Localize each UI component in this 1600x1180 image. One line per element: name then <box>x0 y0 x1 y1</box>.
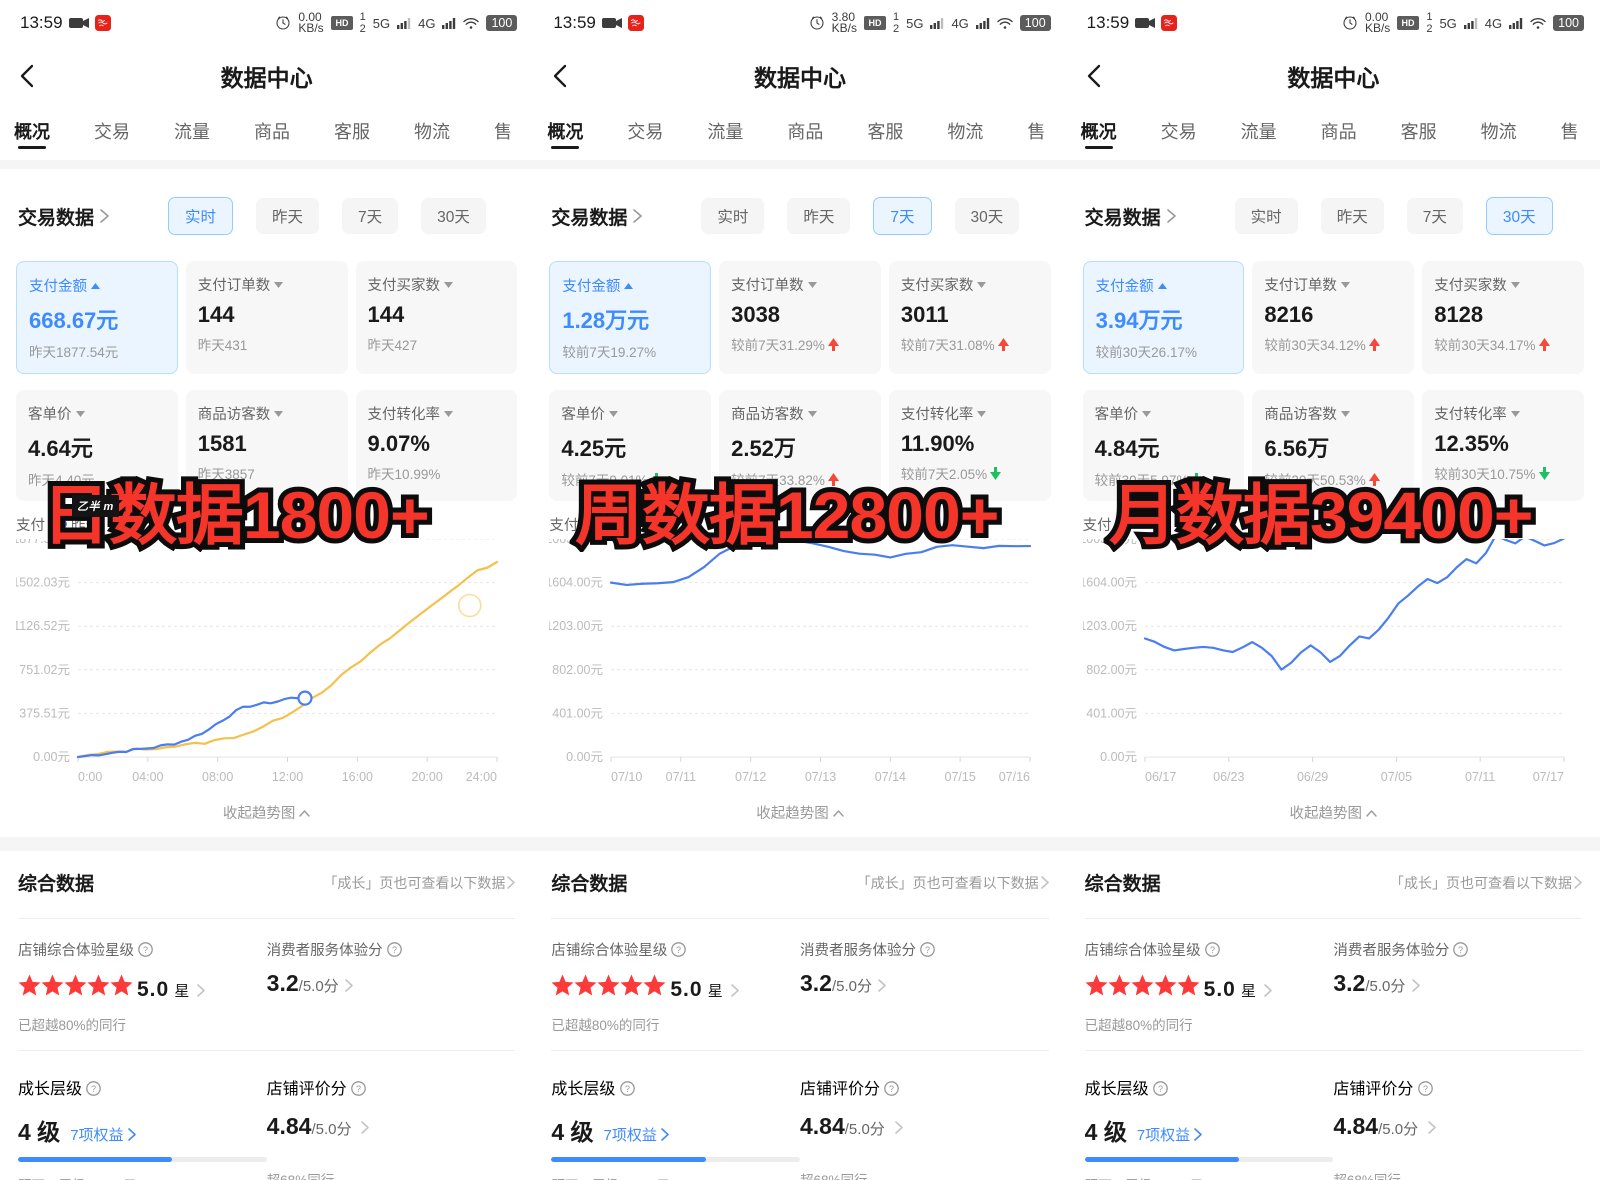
svg-text:375.51元: 375.51元 <box>19 706 70 720</box>
svg-text:1502.03元: 1502.03元 <box>16 576 70 590</box>
svg-text:07/05: 07/05 <box>1380 770 1411 784</box>
svg-text:20:00: 20:00 <box>412 770 443 784</box>
svg-text:08:00: 08:00 <box>202 770 233 784</box>
svg-text:?: ? <box>356 1084 361 1094</box>
svg-text:?: ? <box>625 1084 630 1094</box>
svg-text:?: ? <box>925 945 930 955</box>
svg-text:07/14: 07/14 <box>875 770 906 784</box>
svg-text:?: ? <box>1210 945 1215 955</box>
svg-text:07/11: 07/11 <box>666 770 696 784</box>
svg-text:802.00元: 802.00元 <box>553 663 604 677</box>
svg-text:06/17: 06/17 <box>1145 770 1176 784</box>
svg-text:?: ? <box>143 945 148 955</box>
svg-text:HD: HD <box>1402 18 1415 28</box>
svg-text:?: ? <box>1423 1084 1428 1094</box>
svg-text:07/12: 07/12 <box>735 770 766 784</box>
svg-text:401.00元: 401.00元 <box>553 706 604 720</box>
svg-text:?: ? <box>676 945 681 955</box>
svg-text:802.00元: 802.00元 <box>1086 663 1137 677</box>
svg-text:07/10: 07/10 <box>611 770 642 784</box>
svg-text:751.02元: 751.02元 <box>19 663 70 677</box>
svg-text:07/13: 07/13 <box>805 770 836 784</box>
svg-text:04:00: 04:00 <box>132 770 163 784</box>
svg-text:HD: HD <box>868 18 881 28</box>
svg-text:06/23: 06/23 <box>1213 770 1244 784</box>
svg-text:401.00元: 401.00元 <box>1086 706 1137 720</box>
svg-text:1203.00元: 1203.00元 <box>1083 619 1137 633</box>
svg-text:1604.00元: 1604.00元 <box>1083 576 1137 590</box>
svg-text:?: ? <box>889 1084 894 1094</box>
svg-text:1203.00元: 1203.00元 <box>549 619 603 633</box>
svg-text:07/11: 07/11 <box>1465 770 1495 784</box>
svg-text:1604.00元: 1604.00元 <box>549 576 603 590</box>
svg-text:16:00: 16:00 <box>342 770 373 784</box>
svg-text:0.00元: 0.00元 <box>33 750 70 764</box>
svg-text:1126.52元: 1126.52元 <box>16 619 70 633</box>
svg-text:0.00元: 0.00元 <box>1100 750 1137 764</box>
svg-text:?: ? <box>1458 945 1463 955</box>
svg-text:07/15: 07/15 <box>945 770 976 784</box>
svg-text:12:00: 12:00 <box>272 770 303 784</box>
svg-text:24:00: 24:00 <box>466 770 497 784</box>
svg-text:07/17: 07/17 <box>1532 770 1563 784</box>
svg-text:06/29: 06/29 <box>1297 770 1328 784</box>
svg-text:0.00元: 0.00元 <box>566 750 603 764</box>
svg-text:HD: HD <box>335 18 348 28</box>
svg-text:?: ? <box>91 1084 96 1094</box>
svg-text:0:00: 0:00 <box>78 770 102 784</box>
svg-text:?: ? <box>392 945 397 955</box>
svg-text:?: ? <box>1158 1084 1163 1094</box>
svg-text:07/16: 07/16 <box>999 770 1030 784</box>
